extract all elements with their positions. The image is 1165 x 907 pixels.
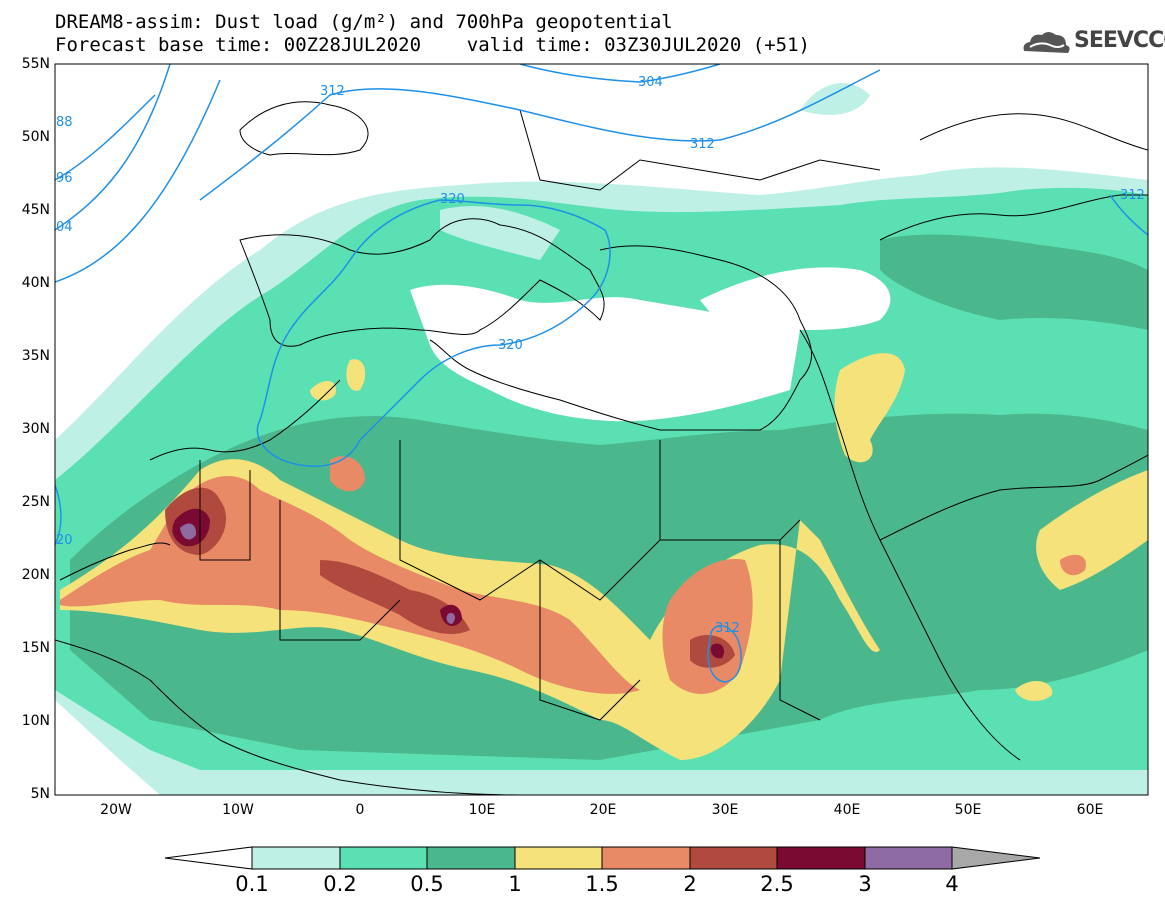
contour-label: 320 — [440, 192, 465, 207]
lat-label: 5N — [30, 786, 50, 802]
contour-label: 312 — [715, 621, 740, 636]
colorbar-label: 0.5 — [410, 872, 444, 896]
colorbar-swatch-4 — [514, 846, 603, 870]
colorbar-arrow-high — [951, 846, 1041, 870]
contour-label: 88 — [56, 115, 73, 130]
lon-label: 20E — [589, 802, 617, 818]
colorbar-swatch-7 — [776, 846, 866, 870]
lat-label: 40N — [21, 275, 50, 291]
lon-label: 10E — [468, 802, 496, 818]
colorbar-label: 1 — [508, 872, 522, 896]
seevccc-cloud-icon — [1023, 32, 1070, 53]
lat-label: 55N — [21, 56, 50, 72]
lon-label: 0 — [355, 802, 365, 818]
lon-label: 10W — [222, 802, 254, 818]
contour-label: 20 — [56, 533, 73, 548]
forecast-time-line: Forecast base time: 00Z28JUL2020 valid t… — [55, 34, 810, 56]
colorbar-swatch-5 — [601, 846, 691, 870]
lon-label: 30E — [711, 802, 739, 818]
contour-label: 04 — [56, 220, 73, 235]
colorbar-label: 1.5 — [585, 872, 619, 896]
plot-frame — [54, 63, 1149, 796]
lat-label: 35N — [21, 348, 50, 364]
lat-label: 15N — [21, 640, 50, 656]
colorbar-swatch-2 — [339, 846, 428, 870]
lon-label: 50E — [954, 802, 982, 818]
contour-label: 304 — [638, 75, 663, 90]
logo-text: SEEVCCC — [1074, 28, 1165, 53]
contour-label: 312 — [1120, 188, 1145, 203]
colorbar-swatch-1 — [251, 846, 341, 870]
contour-label: 320 — [498, 338, 523, 353]
lat-label: 45N — [21, 202, 50, 218]
lat-label: 25N — [21, 494, 50, 510]
geopotential-contours — [55, 64, 1148, 683]
lat-label: 50N — [21, 129, 50, 145]
contour-label: 312 — [690, 137, 715, 152]
colorbar-label: 0.2 — [323, 872, 357, 896]
colorbar-swatch-8 — [864, 846, 953, 870]
dust-field — [55, 64, 1148, 795]
colorbar-arrow-low — [164, 846, 253, 870]
lon-label: 60E — [1076, 802, 1104, 818]
colorbar-swatch-3 — [426, 846, 516, 870]
colorbar-label: 3 — [858, 872, 872, 896]
colorbar-label: 2.5 — [760, 872, 794, 896]
lat-label: 10N — [21, 713, 50, 729]
contour-label: 312 — [320, 84, 345, 99]
contour-label: 96 — [56, 171, 73, 186]
map-title: DREAM8-assim: Dust load (g/m²) and 700hP… — [55, 11, 673, 33]
lon-label: 40E — [833, 802, 861, 818]
contour-labels: 312 304 312 320 320 312 312 88 96 04 20 — [56, 75, 1145, 636]
lat-label: 30N — [21, 421, 50, 437]
colorbar-label: 0.1 — [235, 872, 269, 896]
colorbar-label: 4 — [945, 872, 959, 896]
colorbar-label: 2 — [683, 872, 697, 896]
colorbar-swatch-6 — [689, 846, 778, 870]
coastlines — [55, 101, 1148, 795]
colorbar — [164, 846, 1041, 870]
lon-label: 20W — [100, 802, 132, 818]
lat-label: 20N — [21, 567, 50, 583]
